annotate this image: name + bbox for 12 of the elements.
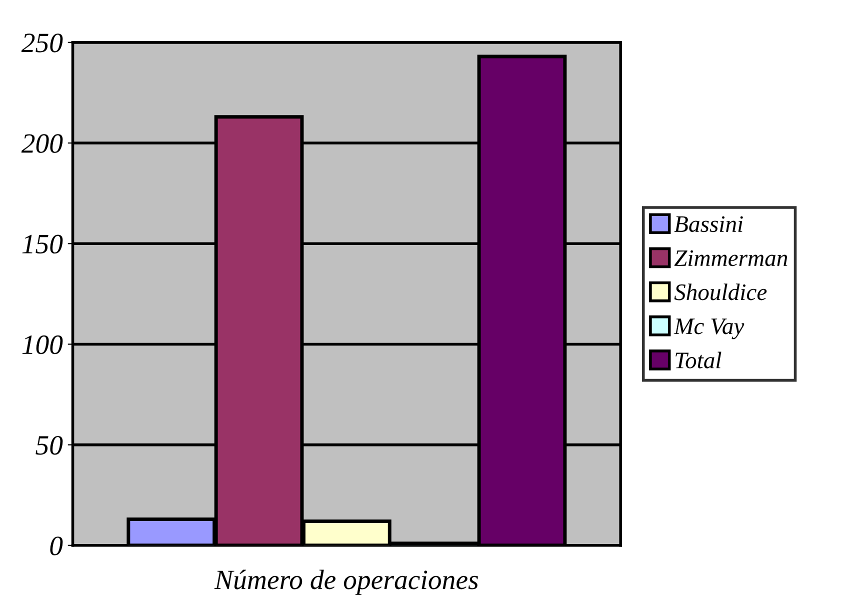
legend-label: Shouldice xyxy=(674,284,767,300)
x-axis-title: Número de operaciones xyxy=(214,570,478,595)
legend-label: Total xyxy=(676,352,722,368)
y-tick-label: 0 xyxy=(50,536,63,556)
y-tick-label: 250 xyxy=(21,34,63,52)
legend-label: Bassini xyxy=(674,216,743,232)
legend-label: Zimmerman xyxy=(674,250,788,266)
y-tick-label: 100 xyxy=(22,335,63,354)
y-tick-label: 200 xyxy=(21,134,63,153)
y-tick-label: 50 xyxy=(36,436,63,455)
legend-label: Mc Vay xyxy=(674,318,744,340)
y-tick-label: 150 xyxy=(22,234,63,254)
